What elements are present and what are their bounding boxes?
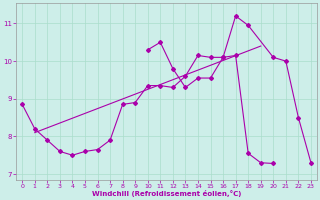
X-axis label: Windchill (Refroidissement éolien,°C): Windchill (Refroidissement éolien,°C) — [92, 190, 241, 197]
